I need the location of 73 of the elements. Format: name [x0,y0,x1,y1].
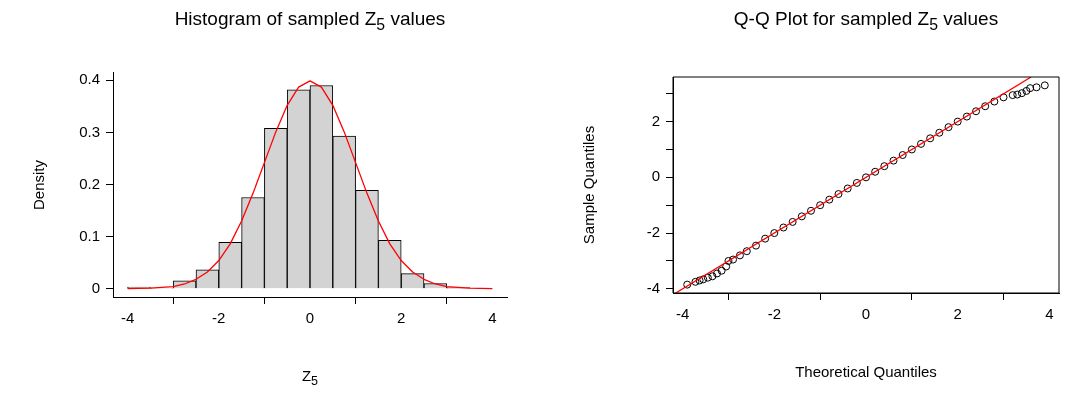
point [834,190,843,199]
point [1022,86,1031,95]
x-tick-label: 0 [861,305,871,323]
point [703,273,712,282]
y-tick-label: 2 [651,111,660,129]
x-tick-label: -4 [120,309,135,327]
point [871,167,880,176]
chart-title: Q-Q Plot for sampled Z$_{5}$ values [733,8,999,34]
point [788,217,797,226]
point [1040,81,1049,90]
point [843,184,852,193]
y-tick-label: 0.4 [79,70,100,88]
point [691,277,700,286]
point [926,134,935,143]
point [907,145,916,154]
point [889,156,898,165]
point [779,223,788,232]
point [1026,84,1035,93]
x-axis-title: Theoretical Quantiles [795,363,937,380]
y-axis-title: Sample Quantiles [579,125,597,245]
point [852,178,861,187]
point [1008,91,1017,100]
point [724,256,733,265]
y-tick-label: -4 [646,278,660,296]
point [917,139,926,148]
point [699,275,708,284]
x-tick-label: 0 [305,309,315,327]
point [1013,90,1022,99]
point [816,201,825,210]
point [722,262,731,271]
point [1032,83,1041,92]
point [935,128,944,137]
x-axis-title: Z$_{5}$ [301,367,319,388]
y-tick-label: 0 [91,278,100,296]
point [990,97,999,106]
point [717,266,726,275]
point [953,117,962,126]
point [683,280,692,289]
y-tick-label: 0.3 [79,122,100,140]
x-tick-label: 4 [1045,305,1054,323]
x-tick-label: -4 [675,305,690,323]
point [1017,89,1026,98]
point [797,212,806,221]
point [962,112,971,121]
chart-title: Histogram of sampled Z$_{5}$ values [174,8,446,34]
point [972,107,981,116]
point [713,269,722,278]
x-tick-label: 2 [397,309,406,327]
point [770,229,779,238]
point [898,151,907,160]
point [999,93,1008,102]
point [862,173,870,182]
point [751,241,760,250]
point [981,102,990,111]
y-axis-title: Density [29,159,47,210]
point [825,195,834,204]
point [729,255,738,264]
point [695,276,704,285]
y-tick-label: 0.1 [79,226,100,244]
x-tick-label: -2 [767,305,781,323]
x-tick-label: -2 [212,309,226,327]
y-tick-label: 0.2 [79,174,100,192]
point [944,123,953,132]
point [708,272,717,281]
point [735,251,744,260]
y-tick-label: 0 [651,167,660,185]
x-tick-label: 2 [953,305,962,323]
point [761,234,770,243]
point [806,206,815,215]
point [742,247,751,256]
y-tick-label: -2 [646,223,660,241]
point [880,162,889,171]
x-tick-label: 4 [488,309,497,327]
